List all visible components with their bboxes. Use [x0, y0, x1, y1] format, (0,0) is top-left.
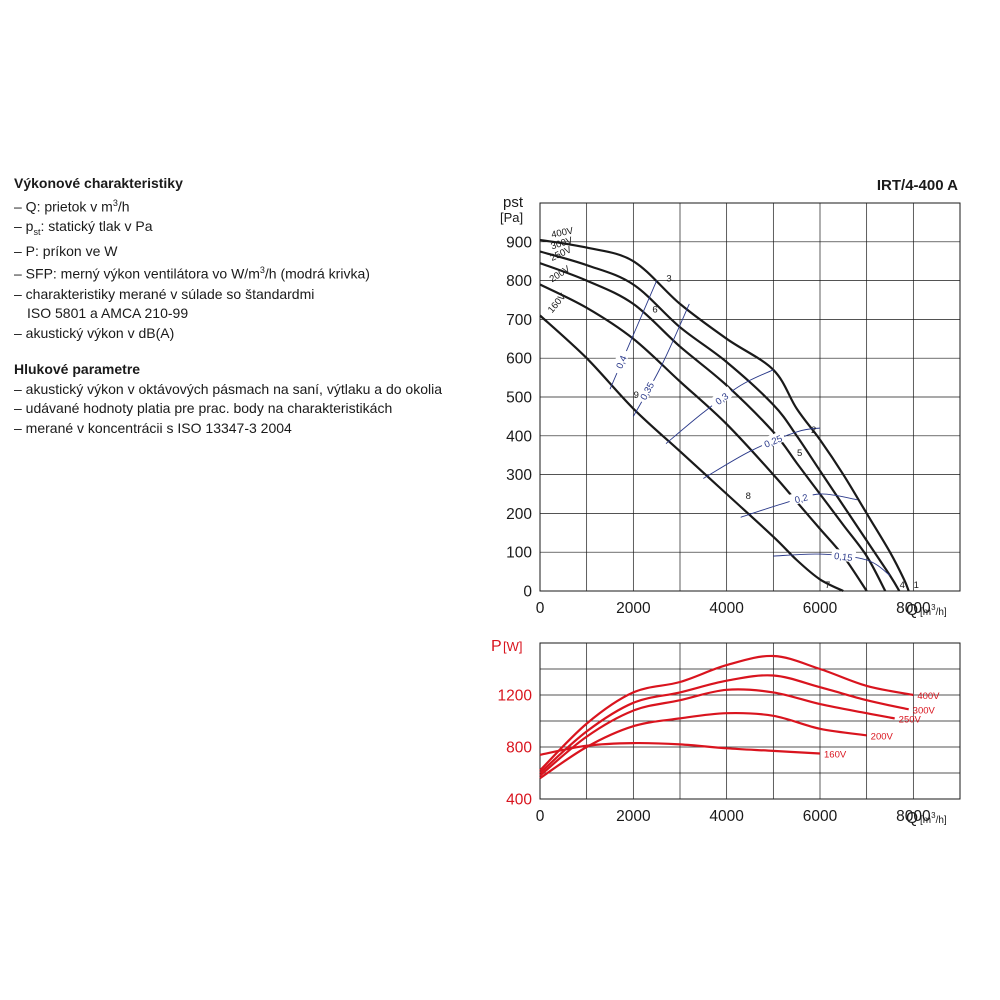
- y-axis-unit: [Pa]: [500, 210, 523, 225]
- y-axis-label: P: [491, 638, 502, 655]
- sfp-label-bg: [787, 489, 814, 506]
- power-flow-chart: 0 2000 4000 6000 8000 400 800 1200 Q [m3/h] P [W] 40…: [491, 638, 961, 827]
- y-tick-label: 800: [506, 740, 532, 757]
- x-tick-label: 6000: [803, 600, 838, 617]
- sfp-label-bg: [708, 386, 735, 410]
- series-label: 300V: [913, 705, 936, 716]
- series-label: 250V: [899, 714, 922, 725]
- sfp-label: 0,15: [833, 551, 853, 564]
- y-tick-label: 300: [506, 467, 532, 484]
- sfp-label: 0,2: [794, 492, 810, 506]
- performance-item: – SFP: merný výkon ventilátora vo W/m3/h…: [14, 265, 370, 283]
- performance-item: – charakteristiky merané v súlade so šta…: [14, 285, 315, 302]
- series-line-250V: [539, 688, 895, 777]
- plot-frame: [539, 642, 961, 800]
- performance-item: – Q: prietok v m3/h: [14, 197, 130, 215]
- x-axis-label: Q: [906, 810, 918, 827]
- sfp-label-bg: [635, 377, 657, 404]
- noise-list: – akustický výkon v oktávových pásmach n…: [14, 380, 484, 439]
- y-tick-label: 800: [506, 273, 532, 290]
- performance-item: ISO 5801 a AMCA 210-99: [27, 305, 189, 322]
- operating-point-label: 3: [666, 273, 671, 284]
- x-tick-label: 8000: [896, 808, 931, 825]
- series-line-300V: [539, 674, 909, 774]
- y-axis-unit: [W]: [503, 639, 523, 654]
- series-line-400V: [539, 654, 914, 772]
- series-line-160V: [539, 741, 821, 756]
- sfp-label-bg: [610, 348, 631, 375]
- series-label: 400V: [550, 225, 575, 241]
- chart-title: IRT/4-400 A: [877, 177, 958, 194]
- performance-item: – P: príkon ve W: [14, 242, 118, 259]
- y-tick-label: 900: [506, 234, 532, 251]
- series-label: 400V: [917, 691, 940, 702]
- x-axis-unit: [m3/h]: [920, 603, 947, 618]
- y-tick-label: 200: [506, 506, 532, 523]
- x-tick-label: 0: [536, 808, 545, 825]
- operating-point-label: 2: [811, 425, 816, 436]
- series-line-300V: [539, 250, 901, 592]
- y-tick-label: 600: [506, 351, 532, 368]
- x-tick-label: 2000: [616, 808, 651, 825]
- info-text-block: Výkonové charakteristiky – Q: prietok v …: [14, 174, 484, 438]
- sfp-label: 0,4: [614, 354, 629, 370]
- noise-item: – merané v koncentrácii s ISO 13347-3 20…: [14, 419, 292, 436]
- y-tick-label: 500: [506, 390, 532, 407]
- y-tick-label: 400: [506, 792, 532, 809]
- x-tick-label: 8000: [896, 600, 931, 617]
- noise-item: – udávané hodnoty platia pre prac. body …: [14, 400, 393, 417]
- operating-point-label: 7: [825, 580, 830, 591]
- y-tick-label: 1200: [498, 688, 533, 705]
- x-axis-label: Q: [906, 602, 918, 619]
- x-tick-label: 2000: [616, 600, 651, 617]
- series-line-250V: [539, 262, 887, 592]
- y-tick-label: 400: [506, 428, 532, 445]
- sfp-label-bg: [759, 430, 786, 450]
- operating-point-label: 1: [914, 580, 919, 591]
- performance-list: – Q: prietok v m3/h – pst: statický tlak …: [14, 194, 484, 344]
- y-axis-label: pst: [503, 194, 524, 211]
- series-label: 200V: [871, 731, 894, 742]
- series-label: 160V: [824, 750, 847, 761]
- operating-point-label: 9: [634, 390, 639, 401]
- x-tick-label: 4000: [709, 600, 744, 617]
- operating-point-label: 6: [652, 305, 657, 316]
- x-tick-label: 6000: [803, 808, 838, 825]
- y-tick-label: 700: [506, 312, 532, 329]
- series-line-160V: [539, 314, 844, 592]
- x-tick-label: 0: [536, 600, 545, 617]
- operating-point-label: 8: [746, 491, 751, 502]
- sfp-curve: [632, 303, 690, 417]
- operating-point-label: 5: [797, 448, 802, 459]
- y-tick-label: 100: [506, 545, 532, 562]
- plot-frame: [539, 202, 961, 592]
- performance-heading: Výkonové charakteristiky: [14, 175, 183, 191]
- noise-item: – akustický výkon v oktávových pásmach n…: [14, 380, 442, 397]
- x-axis-unit: [m3/h]: [920, 811, 947, 826]
- noise-heading: Hlukové parametre: [14, 361, 141, 378]
- performance-item: – pst: statický tlak v Pa: [14, 217, 153, 237]
- sfp-curve: [609, 280, 658, 390]
- series-line-400V: [539, 238, 910, 592]
- sfp-label-bg: [830, 548, 857, 563]
- series-label: 160V: [546, 291, 569, 316]
- operating-point-label: 4: [900, 580, 905, 591]
- performance-item: – akustický výkon v dB(A): [14, 324, 175, 341]
- pressure-flow-chart: 0 2000 4000 6000 8000 0 100 200 300 400 500 600 700 8…: [500, 177, 961, 619]
- y-tick-label: 0: [523, 584, 532, 601]
- x-tick-label: 4000: [709, 808, 744, 825]
